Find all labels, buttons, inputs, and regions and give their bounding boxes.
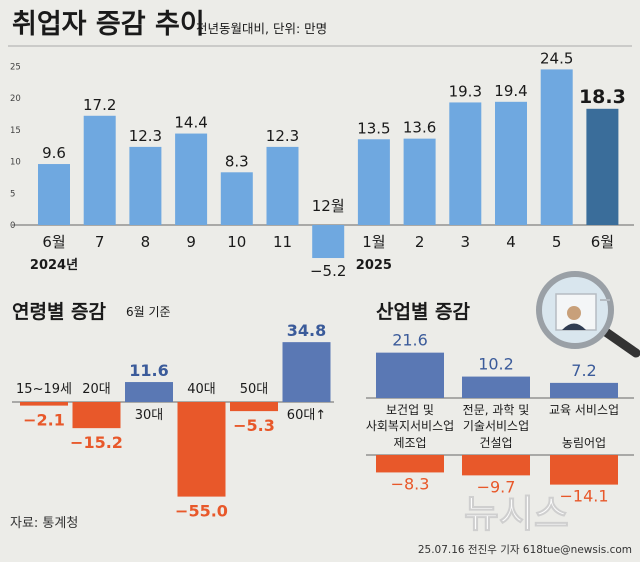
bar-value-label: 19.3 (449, 82, 482, 100)
bar (312, 225, 345, 259)
category-label: 사회복지서비스업 (366, 419, 454, 433)
bar (462, 376, 530, 398)
bar (449, 102, 482, 225)
bar-value-label: −55.0 (175, 502, 228, 521)
category-label: 농림어업 (562, 436, 606, 450)
category-label: 5 (552, 233, 562, 251)
chart3-title: 산업별 증감 (376, 301, 471, 323)
category-label: 제조업 (393, 436, 426, 450)
bar (20, 402, 68, 406)
category-label: 10 (227, 233, 246, 251)
bar (230, 402, 278, 412)
category-label: 2 (415, 233, 425, 251)
bar-value-label: 12.3 (129, 127, 162, 145)
bar (462, 455, 530, 476)
category-label: 전문, 과학 및 (463, 403, 530, 417)
bar (376, 352, 444, 398)
bar-value-label: 34.8 (287, 321, 326, 340)
bar-value-label: 9.6 (42, 144, 66, 162)
bar (125, 382, 173, 402)
bar-value-label: 18.3 (579, 86, 626, 108)
category-label: 건설업 (479, 436, 512, 450)
category-label: 20대 (82, 382, 111, 397)
bar-value-label: −5.2 (310, 262, 346, 280)
bar-value-label: −14.1 (559, 487, 608, 506)
category-label: 6월 (42, 233, 65, 251)
bar-value-label: 13.6 (403, 119, 436, 137)
year-label: 2024년 (30, 258, 78, 273)
bar (403, 138, 436, 225)
category-label: 40대 (187, 382, 216, 397)
category-label: 교육 서비스업 (549, 403, 619, 417)
watermark: 뉴시스 (464, 492, 569, 536)
bar-value-label: −9.7 (477, 477, 516, 496)
bar-value-label: 21.6 (392, 331, 428, 350)
chart2-subtitle: 6월 기준 (126, 305, 171, 319)
category-label: 7 (95, 233, 105, 251)
bar (357, 139, 390, 225)
bar (38, 164, 70, 225)
y-tick-label: 10 (10, 158, 21, 168)
y-tick-label: 15 (10, 126, 21, 136)
bar-value-label: 24.5 (540, 49, 573, 67)
year-label: 2025 (356, 258, 392, 273)
category-label: 12월 (312, 197, 345, 215)
category-label: 9 (186, 233, 196, 251)
category-label: 50대 (240, 382, 269, 397)
category-label: 기술서비스업 (463, 419, 529, 433)
bar (177, 402, 226, 497)
bar-value-label: 19.4 (494, 82, 527, 100)
magnifier-icon (536, 271, 640, 358)
bar-value-label: 12.3 (266, 127, 299, 145)
y-tick-label: 20 (10, 94, 21, 104)
bar-value-label: −15.2 (70, 433, 123, 452)
category-label: 보건업 및 (386, 403, 434, 417)
bar (550, 382, 618, 398)
chart2-title: 연령별 증감 (12, 301, 107, 323)
bar (495, 101, 527, 225)
bar (586, 108, 619, 225)
monthly-chart: 05101520259.66월17.2712.3814.498.31012.31… (10, 49, 634, 280)
bar (72, 402, 121, 429)
bar (540, 69, 573, 225)
y-tick-label: 5 (10, 189, 15, 199)
bar-value-label: 11.6 (129, 361, 168, 380)
chart1-subtitle: 전년동월대비, 단위: 만명 (196, 21, 327, 36)
category-label: 60대↑ (287, 408, 326, 423)
bar-value-label: 14.4 (174, 114, 207, 132)
bar-value-label: −8.3 (391, 474, 430, 493)
source-label: 자료: 통계청 (10, 516, 78, 531)
chart1-title: 취업자 증감 추이 (12, 9, 205, 40)
category-label: 8 (141, 233, 151, 251)
bar (550, 455, 618, 485)
bar (220, 172, 253, 225)
y-tick-label: 0 (10, 221, 15, 231)
bar (83, 115, 116, 225)
category-label: 30대 (135, 408, 164, 423)
bar (376, 455, 444, 473)
bar-value-label: 8.3 (225, 152, 249, 170)
bar-value-label: 13.5 (357, 119, 390, 137)
bar (282, 342, 331, 402)
category-label: 3 (461, 233, 471, 251)
bar-value-label: 17.2 (83, 96, 116, 114)
credit-label: 25.07.16 전진우 기자 618tue@newsis.com (418, 544, 632, 556)
y-tick-label: 25 (10, 62, 21, 72)
bar (266, 146, 299, 225)
category-label: 15~19세 (16, 382, 72, 397)
category-label: 1월 (362, 233, 385, 251)
bar-value-label: −2.1 (23, 411, 65, 430)
bar (175, 133, 208, 225)
age-chart: −2.1 15~19세 −15.2 20대 11.6 30대 −55.0 40대 −5.3 50대… (12, 321, 334, 521)
category-label: 6월 (591, 233, 614, 251)
bar (129, 146, 162, 225)
bar-value-label: 10.2 (478, 355, 514, 374)
category-label: 4 (506, 233, 516, 251)
category-label: 11 (273, 233, 292, 251)
bar-value-label: 7.2 (571, 361, 596, 380)
bar-value-label: −5.3 (233, 416, 275, 435)
